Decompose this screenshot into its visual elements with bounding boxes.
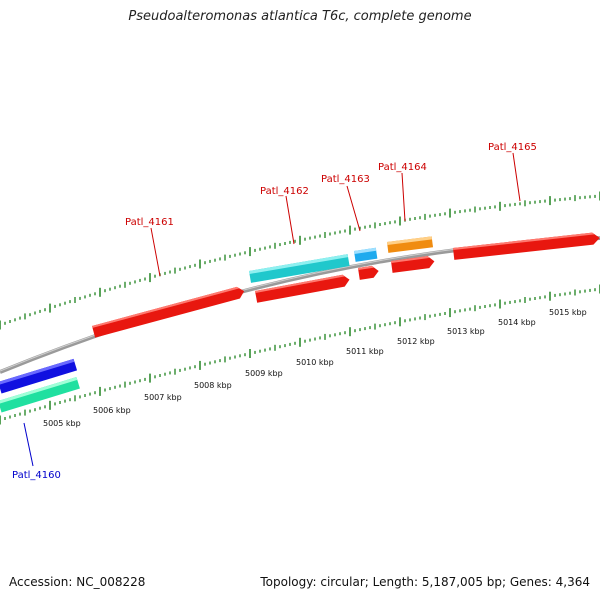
gene-label-patl-4164[interactable]: Patl_4164 xyxy=(378,162,427,173)
scale-label: 5011 kbp xyxy=(346,347,384,356)
cds-patl-4164-orange[interactable] xyxy=(387,236,434,253)
map-title: Pseudoalteromonas atlantica T6c, complet… xyxy=(128,9,472,24)
lower-tick-ring xyxy=(0,284,600,425)
gene-labels: Patl_4160 Patl_4161 Patl_4162 Patl_4163 … xyxy=(12,142,537,481)
gene-label-patl-4161[interactable]: Patl_4161 xyxy=(125,217,174,228)
accession-text: Accession: NC_008228 xyxy=(9,575,146,589)
scale-label: 5014 kbp xyxy=(498,318,536,327)
scale-label: 5008 kbp xyxy=(194,381,232,390)
genome-backbone xyxy=(0,236,600,374)
cds-patl-4160-blue[interactable] xyxy=(0,358,78,394)
scale-label: 5015 kbp xyxy=(549,308,587,317)
scale-label: 5006 kbp xyxy=(93,406,131,415)
gene-label-patl-4163[interactable]: Patl_4163 xyxy=(321,174,370,185)
genome-backbone-highlight xyxy=(0,236,600,372)
scale-label: 5009 kbp xyxy=(245,369,283,378)
cds-features xyxy=(0,232,600,413)
scale-label: 5013 kbp xyxy=(447,327,485,336)
gene-label-patl-4162[interactable]: Patl_4162 xyxy=(260,186,309,197)
cds-patl-4162-cyan[interactable] xyxy=(249,254,350,283)
upper-tick-ring xyxy=(0,191,600,330)
scale-labels: 5005 kbp 5006 kbp 5007 kbp 5008 kbp 5009… xyxy=(43,308,587,428)
scale-label: 5005 kbp xyxy=(43,419,81,428)
cds-patl-4164-forward[interactable] xyxy=(391,255,435,273)
gene-label-patl-4165[interactable]: Patl_4165 xyxy=(488,142,537,153)
gene-label-patl-4160[interactable]: Patl_4160 xyxy=(12,470,61,481)
cds-patl-4163-forward[interactable] xyxy=(358,265,380,280)
cds-patl-4163-lightblue[interactable] xyxy=(354,247,378,262)
label-leaders xyxy=(23,152,521,467)
cds-patl-4162-forward[interactable] xyxy=(255,274,351,303)
genome-summary-text: Topology: circular; Length: 5,187,005 bp… xyxy=(260,575,590,589)
cds-patl-4165[interactable] xyxy=(453,232,600,260)
scale-label: 5010 kbp xyxy=(296,358,334,367)
cds-patl-4161[interactable] xyxy=(92,285,246,338)
cds-patl-4160-green[interactable] xyxy=(0,377,80,413)
scale-label: 5012 kbp xyxy=(397,337,435,346)
scale-label: 5007 kbp xyxy=(144,393,182,402)
